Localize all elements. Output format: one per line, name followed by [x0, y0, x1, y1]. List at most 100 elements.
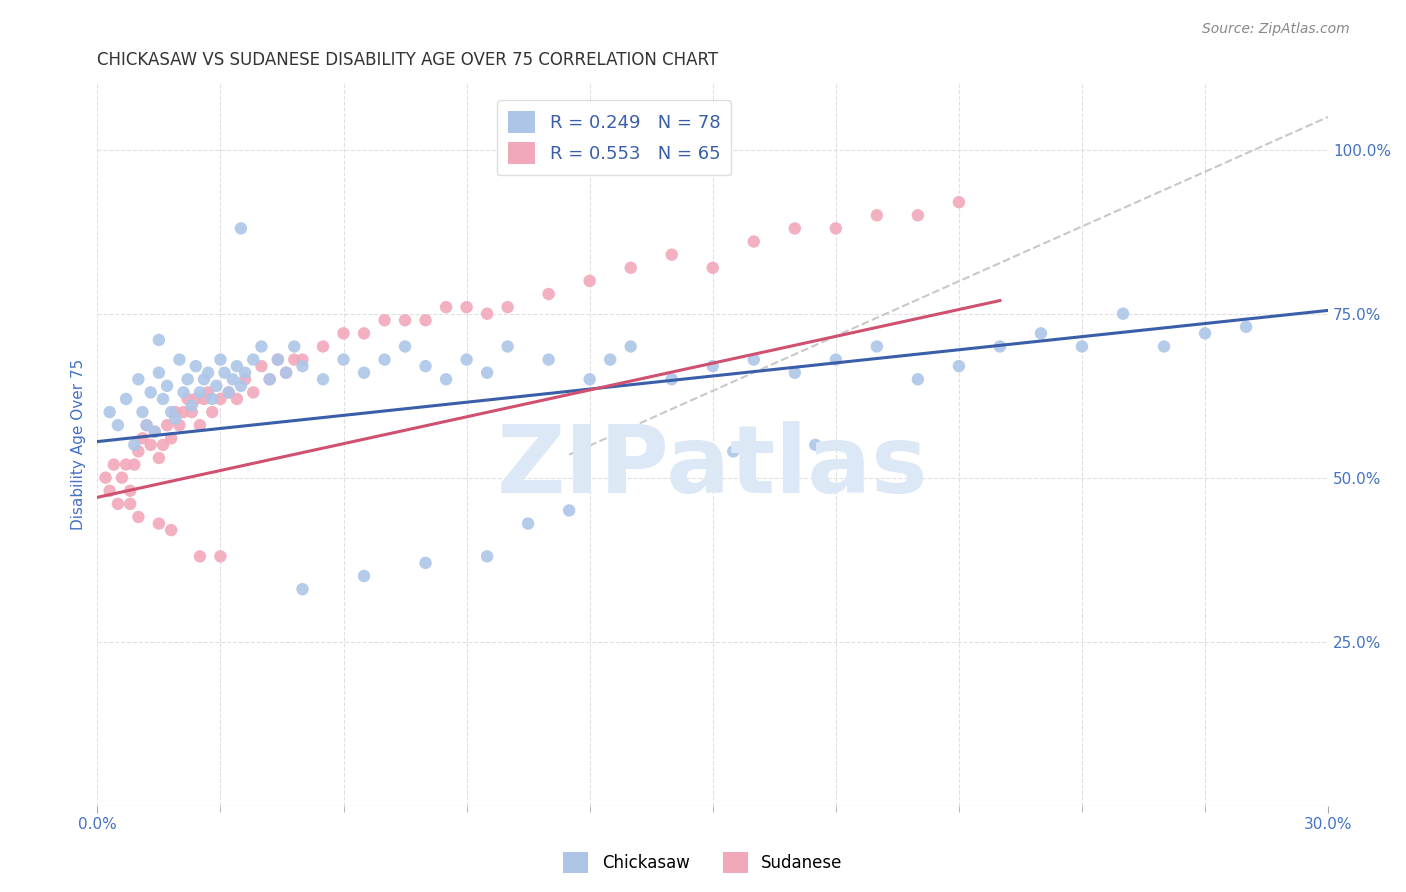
Point	[824, 221, 846, 235]
Point	[131, 431, 153, 445]
Point	[475, 366, 498, 380]
Point	[332, 352, 354, 367]
Point	[312, 372, 335, 386]
Point	[152, 438, 174, 452]
Point	[188, 418, 211, 433]
Point	[291, 582, 314, 596]
Point	[517, 516, 540, 531]
Point	[907, 208, 929, 222]
Point	[866, 208, 889, 222]
Point	[988, 339, 1011, 353]
Point	[291, 359, 314, 373]
Point	[475, 549, 498, 564]
Point	[620, 339, 643, 353]
Point	[169, 352, 191, 367]
Point	[127, 510, 149, 524]
Point	[250, 339, 273, 353]
Point	[139, 438, 162, 452]
Point	[948, 195, 970, 210]
Point	[702, 359, 724, 373]
Point	[394, 313, 416, 327]
Legend: R = 0.249   N = 78, R = 0.553   N = 65: R = 0.249 N = 78, R = 0.553 N = 65	[498, 101, 731, 175]
Point	[291, 352, 314, 367]
Point	[274, 366, 297, 380]
Point	[98, 483, 121, 498]
Point	[1112, 307, 1135, 321]
Point	[184, 392, 207, 406]
Point	[214, 366, 236, 380]
Point	[173, 385, 195, 400]
Point	[415, 313, 437, 327]
Point	[165, 411, 187, 425]
Point	[229, 379, 252, 393]
Point	[160, 431, 183, 445]
Point	[496, 300, 519, 314]
Point	[259, 372, 281, 386]
Point	[475, 307, 498, 321]
Point	[250, 359, 273, 373]
Point	[283, 339, 305, 353]
Point	[225, 392, 247, 406]
Point	[537, 352, 560, 367]
Point	[394, 339, 416, 353]
Point	[1194, 326, 1216, 341]
Point	[222, 372, 245, 386]
Point	[201, 392, 224, 406]
Point	[143, 425, 166, 439]
Point	[94, 470, 117, 484]
Point	[1234, 319, 1257, 334]
Point	[415, 556, 437, 570]
Legend: Chickasaw, Sudanese: Chickasaw, Sudanese	[557, 846, 849, 880]
Point	[135, 418, 157, 433]
Point	[176, 372, 198, 386]
Point	[148, 366, 170, 380]
Point	[804, 438, 827, 452]
Point	[948, 359, 970, 373]
Point	[120, 483, 142, 498]
Point	[267, 352, 290, 367]
Point	[209, 392, 232, 406]
Point	[496, 339, 519, 353]
Point	[197, 385, 219, 400]
Point	[640, 450, 662, 465]
Point	[205, 379, 228, 393]
Point	[434, 300, 457, 314]
Point	[783, 366, 806, 380]
Point	[131, 405, 153, 419]
Point	[188, 385, 211, 400]
Point	[1029, 326, 1052, 341]
Point	[209, 549, 232, 564]
Point	[283, 352, 305, 367]
Text: Source: ZipAtlas.com: Source: ZipAtlas.com	[1202, 22, 1350, 37]
Point	[456, 352, 478, 367]
Text: CHICKASAW VS SUDANESE DISABILITY AGE OVER 75 CORRELATION CHART: CHICKASAW VS SUDANESE DISABILITY AGE OVE…	[97, 51, 718, 69]
Point	[127, 444, 149, 458]
Point	[353, 366, 375, 380]
Point	[578, 372, 600, 386]
Point	[783, 221, 806, 235]
Point	[661, 372, 683, 386]
Point	[173, 405, 195, 419]
Point	[274, 366, 297, 380]
Point	[115, 392, 138, 406]
Point	[160, 405, 183, 419]
Point	[111, 470, 134, 484]
Point	[353, 569, 375, 583]
Point	[107, 418, 129, 433]
Point	[169, 418, 191, 433]
Point	[824, 352, 846, 367]
Point	[353, 326, 375, 341]
Point	[259, 372, 281, 386]
Point	[120, 497, 142, 511]
Point	[1153, 339, 1175, 353]
Point	[332, 326, 354, 341]
Point	[193, 372, 215, 386]
Point	[148, 450, 170, 465]
Point	[197, 366, 219, 380]
Point	[742, 352, 765, 367]
Point	[201, 405, 224, 419]
Point	[866, 339, 889, 353]
Point	[742, 235, 765, 249]
Point	[139, 385, 162, 400]
Point	[373, 313, 395, 327]
